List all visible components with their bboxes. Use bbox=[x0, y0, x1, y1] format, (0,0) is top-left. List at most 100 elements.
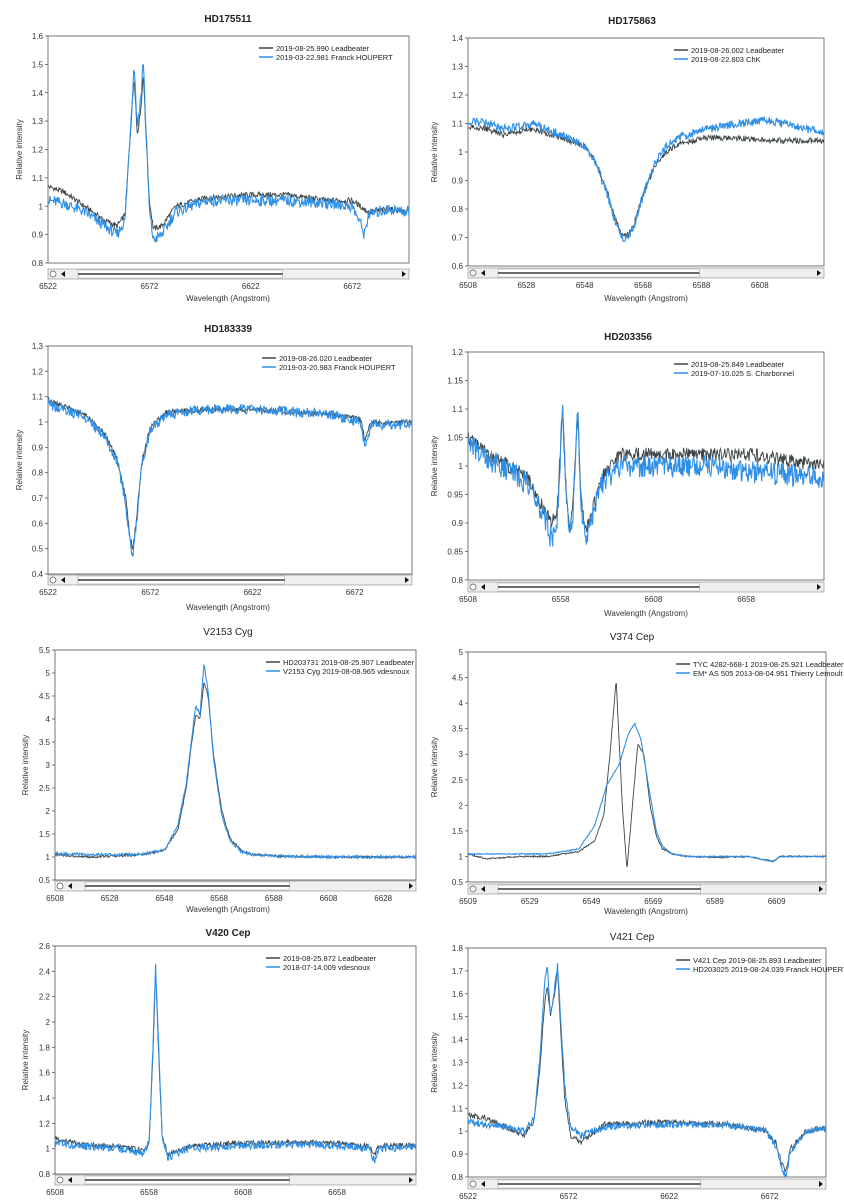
y-tick-label: 0.6 bbox=[452, 262, 464, 271]
scroll-left-arrow-icon[interactable] bbox=[481, 270, 485, 276]
y-tick-label: 0.8 bbox=[39, 1170, 51, 1179]
y-tick-label: 1 bbox=[459, 852, 464, 861]
scroll-right-arrow-icon[interactable] bbox=[405, 577, 409, 583]
y-tick-label: 1.8 bbox=[39, 1043, 51, 1052]
scroll-left-arrow-icon[interactable] bbox=[68, 1177, 72, 1183]
horizontal-scrollbar[interactable] bbox=[47, 574, 413, 586]
y-tick-label: 0.8 bbox=[452, 205, 464, 214]
y-tick-label: 2.2 bbox=[39, 993, 51, 1002]
chart-title: HD175511 bbox=[204, 14, 252, 25]
series-line-blue bbox=[468, 963, 826, 1177]
horizontal-scrollbar[interactable] bbox=[54, 1174, 417, 1186]
y-axis-label: Relative intensity bbox=[430, 436, 439, 496]
spectrum-panel: V2153 Cyg 0.5 1 1.5 2 2.5 3 3.5 4 4.5 5 5.5 Relative… bbox=[21, 627, 417, 914]
scroll-left-arrow-icon[interactable] bbox=[61, 577, 65, 583]
x-tick-label: 6672 bbox=[761, 1192, 779, 1200]
y-tick-label: 1.3 bbox=[452, 63, 464, 72]
zoom-reset-icon[interactable] bbox=[56, 882, 64, 890]
y-tick-label: 1 bbox=[39, 418, 44, 427]
x-tick-label: 6548 bbox=[576, 281, 594, 290]
y-tick-label: 1.2 bbox=[32, 146, 44, 155]
y-tick-label: 1.6 bbox=[39, 1069, 51, 1078]
spectrum-panel: HD183339 0.4 0.5 0.6 0.7 0.8 0.9 1 1.1 1.2 1.3 Rela… bbox=[15, 324, 413, 612]
x-tick-label: 6568 bbox=[210, 894, 228, 903]
horizontal-scrollbar[interactable] bbox=[54, 880, 417, 892]
scroll-right-arrow-icon[interactable] bbox=[819, 886, 823, 892]
y-tick-label: 1.7 bbox=[452, 967, 464, 976]
legend-entry: HD203731 2019-08-25.907 Leadbeater bbox=[283, 658, 414, 667]
plot-area bbox=[54, 649, 417, 881]
y-tick-label: 5 bbox=[459, 648, 464, 657]
horizontal-scrollbar[interactable] bbox=[467, 1178, 827, 1190]
x-tick-label: 6588 bbox=[693, 281, 711, 290]
plot-area bbox=[467, 651, 827, 883]
x-tick-label: 6628 bbox=[374, 894, 392, 903]
y-tick-label: 0.4 bbox=[32, 570, 44, 579]
scroll-right-arrow-icon[interactable] bbox=[819, 1181, 823, 1187]
y-tick-label: 0.9 bbox=[32, 443, 44, 452]
scroll-left-arrow-icon[interactable] bbox=[481, 886, 485, 892]
y-tick-label: 1.2 bbox=[452, 348, 464, 357]
y-tick-label: 3.5 bbox=[39, 738, 51, 747]
y-tick-label: 1.6 bbox=[32, 32, 44, 41]
horizontal-scrollbar[interactable] bbox=[467, 883, 827, 895]
y-tick-label: 2 bbox=[46, 807, 51, 816]
scroll-left-arrow-icon[interactable] bbox=[68, 883, 72, 889]
chart-title: V374 Cep bbox=[610, 632, 655, 643]
plot-area bbox=[467, 947, 827, 1178]
scroll-right-arrow-icon[interactable] bbox=[409, 1177, 413, 1183]
scroll-left-arrow-icon[interactable] bbox=[481, 584, 485, 590]
y-tick-label: 1.4 bbox=[39, 1094, 51, 1103]
scroll-left-arrow-icon[interactable] bbox=[481, 1181, 485, 1187]
series-line-blue bbox=[48, 397, 412, 557]
x-tick-label: 6548 bbox=[155, 894, 173, 903]
zoom-reset-icon[interactable] bbox=[56, 1176, 64, 1184]
horizontal-scrollbar[interactable] bbox=[467, 267, 825, 279]
chart-title: V420 Cep bbox=[205, 928, 250, 939]
horizontal-scrollbar[interactable] bbox=[467, 581, 825, 593]
scroll-right-arrow-icon[interactable] bbox=[409, 883, 413, 889]
y-tick-label: 0.8 bbox=[32, 259, 44, 268]
y-tick-label: 1.2 bbox=[32, 367, 44, 376]
zoom-reset-icon[interactable] bbox=[469, 583, 477, 591]
x-axis-label: Wavelength (Angstrom) bbox=[186, 905, 270, 914]
x-axis-label: Wavelength (Angstrom) bbox=[186, 603, 270, 612]
x-tick-label: 6508 bbox=[459, 595, 477, 604]
y-tick-label: 0.85 bbox=[447, 548, 463, 557]
zoom-reset-icon[interactable] bbox=[469, 269, 477, 277]
x-tick-label: 6622 bbox=[242, 282, 260, 291]
zoom-reset-icon[interactable] bbox=[469, 885, 477, 893]
legend-entry: 2019-08-25.849 Leadbeater bbox=[691, 360, 784, 369]
spectrum-panel: HD203356 0.8 0.85 0.9 0.95 1 1.05 1.1 1.15 1.2 Rel… bbox=[430, 332, 825, 618]
chart-title: V2153 Cyg bbox=[203, 627, 252, 638]
x-tick-label: 6672 bbox=[343, 282, 361, 291]
y-tick-label: 1.4 bbox=[32, 89, 44, 98]
x-axis-label: Wavelength (Angstrom) bbox=[604, 609, 688, 618]
zoom-reset-icon[interactable] bbox=[49, 270, 57, 278]
horizontal-scrollbar[interactable] bbox=[47, 268, 410, 280]
legend-entry: TYC 4282-668-1 2019-08-25.921 Leadbeater bbox=[693, 660, 844, 669]
series-line-blue bbox=[55, 663, 416, 861]
legend-entry: 2019-08-25.990 Leadbeater bbox=[276, 44, 369, 53]
plot-area bbox=[467, 37, 825, 267]
y-tick-label: 0.9 bbox=[452, 177, 464, 186]
series-line-blue bbox=[48, 64, 409, 243]
y-tick-label: 1.2 bbox=[452, 1081, 464, 1090]
y-tick-label: 0.5 bbox=[39, 876, 51, 885]
y-tick-label: 3 bbox=[46, 761, 51, 770]
scroll-left-arrow-icon[interactable] bbox=[61, 271, 65, 277]
spectrum-panel: V420 Cep 0.8 1 1.2 1.4 1.6 1.8 2 2.2 2.4 2.6 Relati… bbox=[21, 928, 417, 1197]
y-tick-label: 0.9 bbox=[452, 1150, 464, 1159]
y-tick-label: 1.15 bbox=[447, 377, 463, 386]
zoom-reset-icon[interactable] bbox=[49, 576, 57, 584]
plot-area bbox=[47, 35, 410, 264]
y-tick-label: 1.1 bbox=[32, 393, 44, 402]
scroll-right-arrow-icon[interactable] bbox=[817, 584, 821, 590]
x-axis-label: Wavelength (Angstrom) bbox=[604, 294, 688, 303]
y-tick-label: 0.5 bbox=[452, 878, 464, 887]
scroll-right-arrow-icon[interactable] bbox=[402, 271, 406, 277]
scroll-right-arrow-icon[interactable] bbox=[817, 270, 821, 276]
zoom-reset-icon[interactable] bbox=[469, 1180, 477, 1188]
y-tick-label: 1.6 bbox=[452, 990, 464, 999]
y-tick-label: 0.5 bbox=[32, 545, 44, 554]
